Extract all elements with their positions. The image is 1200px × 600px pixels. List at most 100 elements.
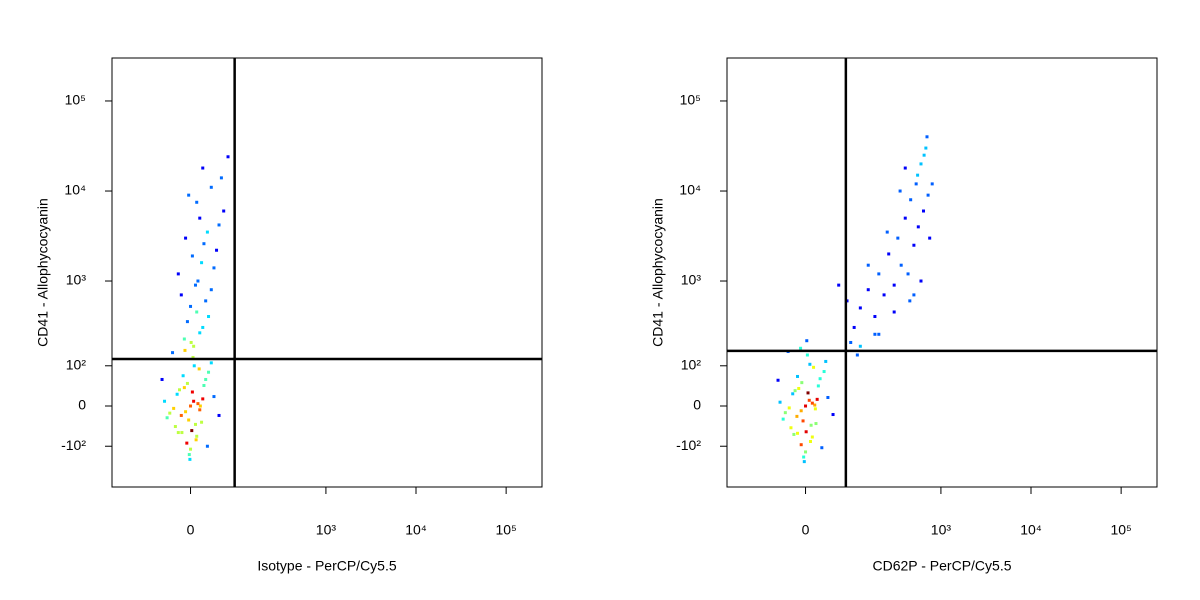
event-dot [192,364,196,368]
event-dot [916,173,920,177]
event-dot [201,397,205,401]
event-dot [795,414,799,418]
event-dot [195,434,199,438]
event-dot [168,411,172,415]
x-tick-label: 0 [802,522,810,538]
event-dot [193,422,197,426]
y-tick-label: 10³ [681,272,702,288]
event-dot [799,346,803,350]
event-dot [925,135,929,139]
event-dot [189,447,193,451]
event-dot [799,409,803,413]
event-dot [165,416,169,420]
event-dot [877,332,881,336]
event-dot [173,425,177,429]
event-dot [198,408,202,412]
event-dot [922,153,926,157]
event-dot [873,332,877,336]
event-dot [849,340,853,344]
event-dot [796,374,800,378]
event-dot [802,460,806,464]
event-dot [217,223,221,227]
event-dot [209,288,213,292]
event-dot [190,254,194,258]
event-dot [181,374,185,378]
event-dot [193,283,197,287]
plot-panel: 0 10³ 10⁴ 10⁵ -10² 0 10² 10³ 10⁴ 10⁵ Isotype - Per… [35,57,543,574]
event-dot [190,429,194,433]
event-dot [887,252,891,256]
event-dot [171,351,175,355]
event-dot [797,386,801,390]
event-dot [776,378,780,382]
y-tick-label: 0 [78,397,86,413]
event-dot [185,381,189,385]
event-dot [804,450,808,454]
event-dot [201,325,205,329]
event-dot [858,344,862,348]
event-dot [813,403,817,407]
event-dot [822,370,826,374]
event-dot [793,389,797,393]
event-dot [194,438,198,442]
event-dot [191,355,195,359]
event-dot [183,348,187,352]
event-dot [179,293,183,297]
event-dot [179,413,183,417]
y-axis-label: CD41 - Allophycocyanin [35,198,51,347]
event-dot [930,182,934,186]
event-dot [196,279,200,283]
event-dot [190,390,194,394]
event-dot [215,248,219,252]
event-dot [810,401,814,405]
event-dot [885,230,889,234]
event-dot [182,386,186,390]
event-dot [807,398,811,402]
event-dot [892,283,896,287]
event-dot [789,426,793,430]
event-dot [185,320,189,324]
event-dot [205,444,209,448]
event-dot [813,407,817,411]
x-axis-label: Isotype - PerCP/Cy5.5 [257,558,396,574]
event-dot [192,399,196,403]
event-dot [209,185,213,189]
event-dot [912,293,916,297]
x-tick-label: 10⁵ [1110,522,1131,538]
event-dot [804,430,808,434]
y-tick-label: -10² [676,437,701,453]
event-dot [792,432,796,436]
event-dot [201,166,205,170]
event-dot [810,435,814,439]
event-dot [207,315,211,319]
event-dot [222,209,226,213]
event-dot [898,189,902,193]
event-dot [896,236,900,240]
event-dot [195,310,199,314]
event-dot [175,392,179,396]
event-dot [824,359,828,363]
event-dot [187,418,191,422]
event-dot [184,236,188,240]
event-dot [800,381,804,385]
event-dot [808,439,812,443]
event-dot [815,397,819,401]
event-dot [806,391,810,395]
event-dot [926,193,930,197]
event-dot [809,423,813,427]
event-dot [852,325,856,329]
event-dot [818,377,822,381]
event-dot [160,377,164,381]
event-dot [176,431,180,435]
event-dot [177,388,181,392]
event-dot [189,340,193,344]
event-dot [903,166,907,170]
event-dot [196,402,200,406]
y-tick-label: 10² [681,356,702,372]
event-dot [816,384,820,388]
event-dot [831,413,835,417]
event-dot [877,272,881,276]
event-dot [919,279,923,283]
event-dot [855,353,859,357]
event-dot [808,362,812,366]
